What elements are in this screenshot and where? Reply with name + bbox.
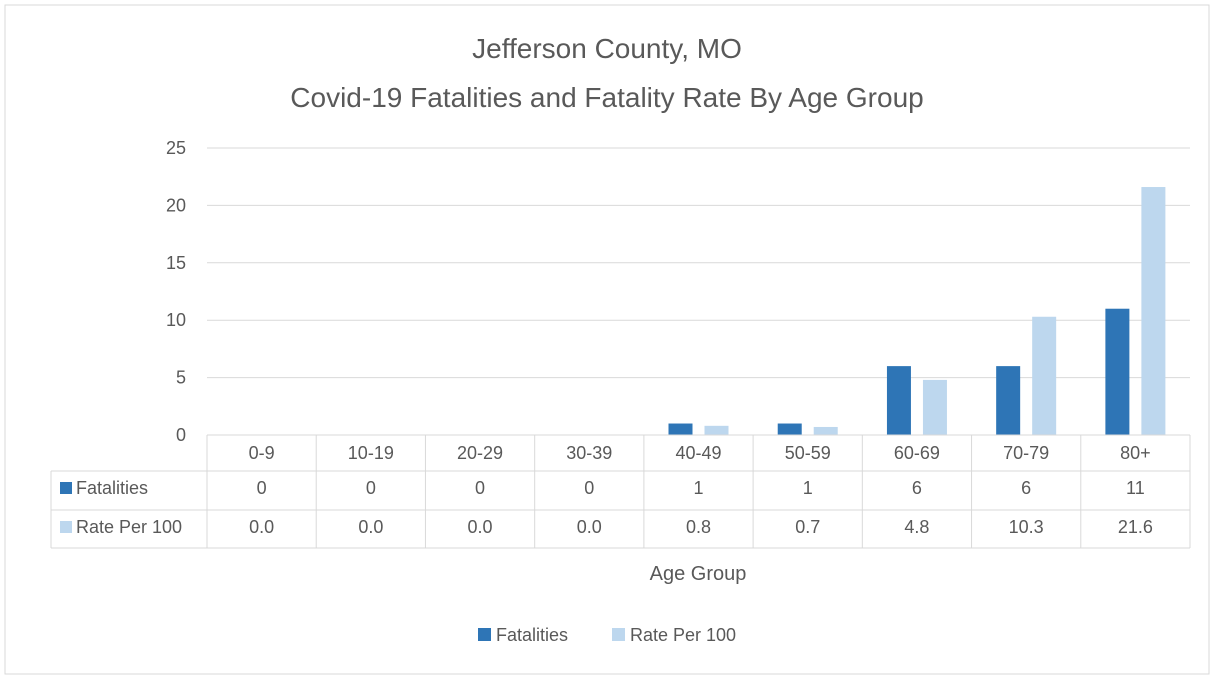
y-tick-label: 0 xyxy=(176,425,186,445)
data-label: 1 xyxy=(803,478,813,498)
data-label: 0 xyxy=(257,478,267,498)
y-tick-label: 25 xyxy=(166,138,186,158)
bar-fatalities-7 xyxy=(996,366,1021,435)
data-label: 11 xyxy=(1126,478,1145,498)
x-tick-label: 50-59 xyxy=(785,443,831,463)
y-axis-ticks: 0 5 10 15 20 25 xyxy=(166,138,186,445)
data-label: 0.0 xyxy=(577,517,602,537)
bar-fatalities-4 xyxy=(668,423,693,435)
legend: Fatalities Rate Per 100 xyxy=(478,625,736,645)
data-label: 10.3 xyxy=(1009,517,1044,537)
bar-rate-per-100-8 xyxy=(1141,187,1166,435)
x-axis-title: Age Group xyxy=(650,563,747,585)
y-tick-label: 15 xyxy=(166,253,186,273)
bar-rate-per-100-7 xyxy=(1032,316,1057,435)
chart-title-line1: Jefferson County, MO xyxy=(472,33,742,64)
legend-label: Fatalities xyxy=(496,625,568,645)
data-label: 0 xyxy=(475,478,485,498)
table-legend-key xyxy=(60,521,72,533)
bar-rate-per-100-6 xyxy=(922,379,947,435)
x-tick-label: 10-19 xyxy=(348,443,394,463)
x-tick-label: 70-79 xyxy=(1003,443,1049,463)
bar-rate-per-100-4 xyxy=(704,425,729,435)
y-tick-label: 5 xyxy=(176,368,186,388)
chart-title-line2: Covid-19 Fatalities and Fatality Rate By… xyxy=(290,82,923,113)
x-tick-label: 0-9 xyxy=(249,443,275,463)
data-label: 0.0 xyxy=(358,517,383,537)
data-label: 0.7 xyxy=(795,517,820,537)
data-label: 0.0 xyxy=(468,517,493,537)
data-label: 0.8 xyxy=(686,517,711,537)
x-tick-label: 80+ xyxy=(1120,443,1151,463)
bar-fatalities-6 xyxy=(886,366,911,435)
data-label: 1 xyxy=(693,478,703,498)
x-tick-label: 30-39 xyxy=(566,443,612,463)
legend-key xyxy=(612,628,625,641)
data-label: 21.6 xyxy=(1118,517,1153,537)
x-tick-label: 20-29 xyxy=(457,443,503,463)
data-label: 6 xyxy=(1021,478,1031,498)
bar-fatalities-8 xyxy=(1105,308,1130,435)
bar-rate-per-100-5 xyxy=(813,426,838,435)
legend-key xyxy=(478,628,491,641)
data-label: 0.0 xyxy=(249,517,274,537)
legend-label: Rate Per 100 xyxy=(630,625,736,645)
y-tick-label: 20 xyxy=(166,195,186,215)
data-label: 0 xyxy=(584,478,594,498)
data-label: 0 xyxy=(366,478,376,498)
y-tick-label: 10 xyxy=(166,310,186,330)
data-label: 6 xyxy=(912,478,922,498)
data-table: 0-9 10-19 20-29 30-39 40-49 50-59 60-69 70-79 80… xyxy=(50,434,1191,549)
chart-frame xyxy=(4,4,1210,675)
table-series-label: Fatalities xyxy=(76,478,148,498)
bar-fatalities-5 xyxy=(777,423,802,435)
gridlines xyxy=(207,147,1190,379)
bars xyxy=(668,187,1166,435)
x-tick-label: 40-49 xyxy=(675,443,721,463)
table-legend-key xyxy=(60,482,72,494)
x-tick-label: 60-69 xyxy=(894,443,940,463)
table-series-label: Rate Per 100 xyxy=(76,517,182,537)
data-label: 4.8 xyxy=(904,517,929,537)
